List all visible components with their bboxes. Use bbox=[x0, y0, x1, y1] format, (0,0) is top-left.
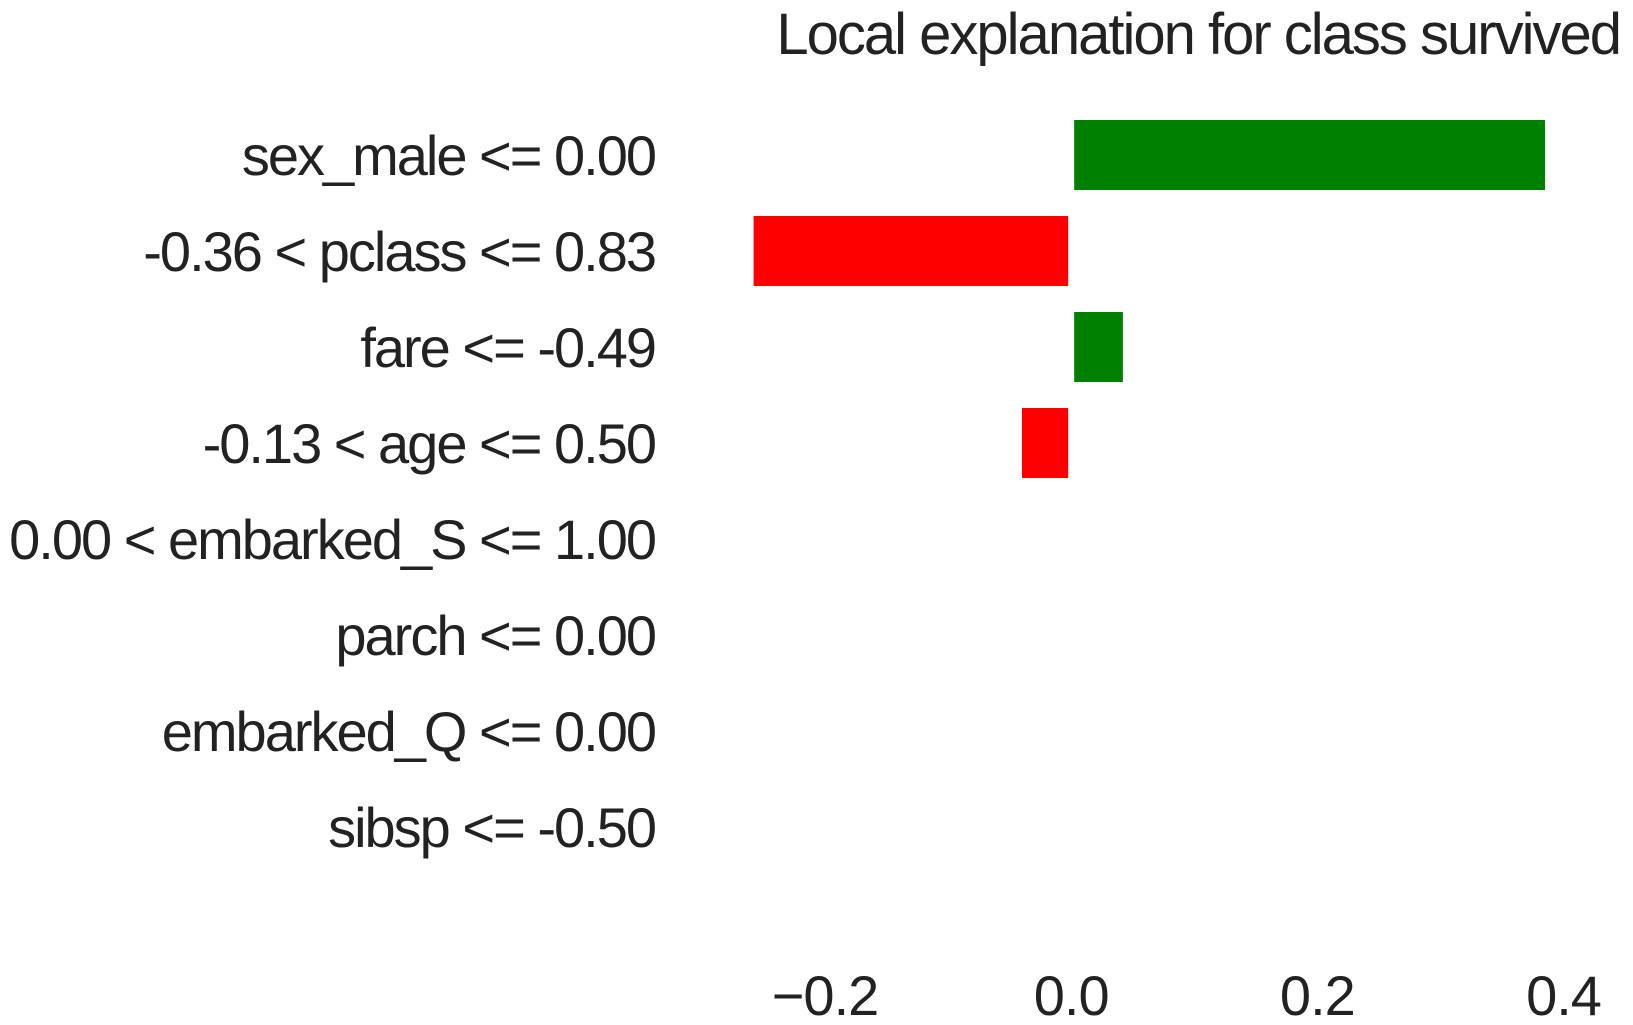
x-axis-labels: −0.2 0.0 0.2 0.4 bbox=[772, 964, 1602, 1025]
y-tick-label: sex_male <= 0.00 bbox=[242, 124, 655, 187]
x-tick-label: 0.2 bbox=[1280, 964, 1355, 1020]
chart-title: Local explanation for class survived bbox=[776, 2, 1620, 67]
bar bbox=[1021, 408, 1069, 478]
x-tick-label: 0.4 bbox=[1526, 964, 1601, 1020]
y-tick-label: -0.36 < pclass <= 0.83 bbox=[143, 220, 655, 283]
bar bbox=[1074, 120, 1546, 190]
bar bbox=[753, 216, 1069, 286]
y-tick-label: sibsp <= -0.50 bbox=[328, 796, 655, 859]
bars-layer bbox=[753, 120, 1546, 478]
y-tick-label: 0.00 < embarked_S <= 1.00 bbox=[9, 508, 655, 571]
y-tick-label: fare <= -0.49 bbox=[360, 316, 655, 379]
bar bbox=[1074, 312, 1123, 382]
y-axis-labels: sex_male <= 0.00 -0.36 < pclass <= 0.83 fa… bbox=[9, 124, 657, 859]
x-tick-label: −0.2 bbox=[772, 964, 879, 1020]
y-tick-label: embarked_Q <= 0.00 bbox=[162, 700, 655, 763]
y-tick-label: parch <= 0.00 bbox=[335, 604, 655, 667]
x-tick-label: 0.0 bbox=[1034, 964, 1109, 1020]
y-tick-label: -0.13 < age <= 0.50 bbox=[203, 412, 655, 475]
